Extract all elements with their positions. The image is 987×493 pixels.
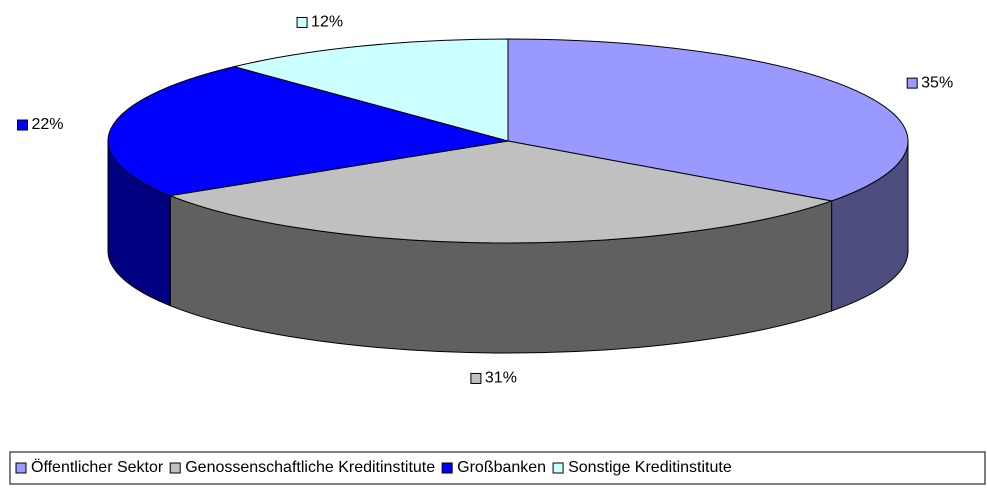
- slice: [234, 38, 509, 142]
- data-label-text: 35%: [921, 74, 953, 91]
- data-label-key: [906, 77, 918, 89]
- data-label-key: [470, 372, 482, 384]
- slice: [168, 140, 834, 244]
- data-label: 12%: [296, 14, 343, 31]
- data-label: 35%: [906, 74, 953, 91]
- slice: [107, 66, 509, 197]
- legend-key: [552, 462, 564, 474]
- legend-key: [441, 462, 453, 474]
- legend-label: Großbanken: [457, 459, 546, 476]
- legend-label: Sonstige Kreditinstitute: [568, 459, 732, 476]
- data-label-text: 22%: [32, 116, 64, 133]
- data-label: 22%: [17, 116, 64, 133]
- legend-label: Genossenschaftliche Kreditinstitute: [185, 459, 435, 476]
- legend-key: [15, 462, 27, 474]
- data-label-text: 12%: [311, 14, 343, 31]
- data-label: 31%: [470, 370, 517, 387]
- data-label-key: [17, 119, 29, 131]
- slice: [507, 38, 909, 202]
- pie: 35% 31% 22% 12%: [17, 14, 953, 387]
- data-label-text: 31%: [485, 370, 517, 387]
- legend-label: Öffentlicher Sektor: [31, 458, 164, 476]
- legend: Öffentlicher Sektor Genossenschaftliche K…: [15, 458, 732, 476]
- legend-key: [169, 462, 181, 474]
- data-label-key: [296, 16, 308, 28]
